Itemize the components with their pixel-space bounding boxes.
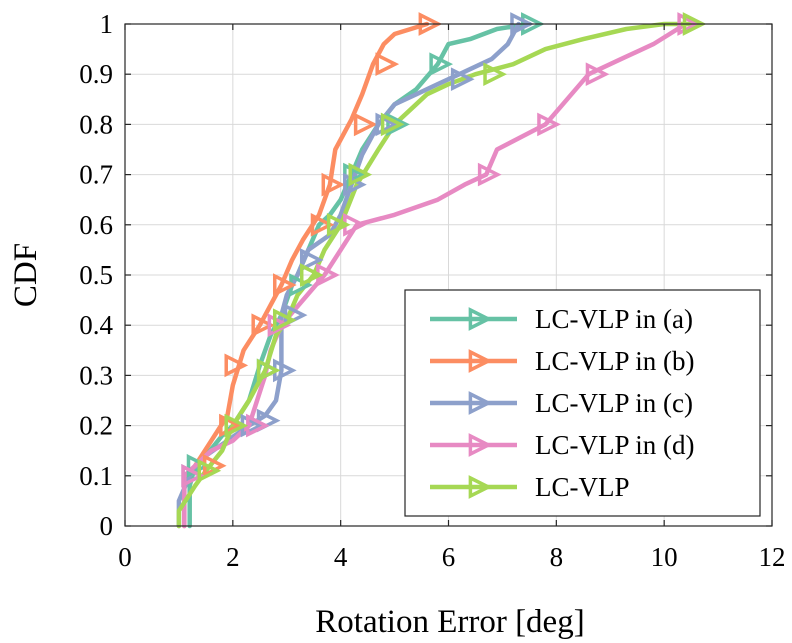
- legend-label: LC-VLP in (b): [535, 346, 694, 376]
- series-marker-4: [181, 463, 206, 488]
- series-marker-5: [256, 358, 281, 383]
- y-axis-label: CDF: [8, 243, 44, 307]
- x-axis-label: Rotation Error [deg]: [315, 604, 584, 640]
- y-tick-label: 0.7: [79, 160, 113, 190]
- series-marker-5: [348, 162, 373, 187]
- legend-label: LC-VLP: [535, 472, 630, 502]
- legend-swatch-marker: [468, 475, 493, 499]
- series-marker-5: [326, 212, 351, 237]
- series-marker-4: [267, 313, 292, 338]
- series-marker-3: [450, 67, 475, 92]
- legend-label: LC-VLP in (d): [535, 430, 694, 460]
- series-marker-2: [375, 52, 400, 76]
- y-tick-label: 0.2: [79, 411, 113, 441]
- x-tick-label: 6: [442, 542, 456, 572]
- series-marker-3: [299, 248, 324, 272]
- series-marker-5: [299, 263, 324, 287]
- series-marker-2: [321, 172, 346, 197]
- legend-swatch-marker: [468, 307, 493, 331]
- x-tick-label: 2: [226, 542, 240, 572]
- legend-swatch-marker: [468, 433, 493, 457]
- legend-swatch-marker: [468, 349, 493, 373]
- x-tick-labels: 0 2 4 6 8 10 12: [118, 542, 785, 572]
- x-tick-label: 12: [759, 542, 786, 572]
- y-tick-label: 0.8: [79, 109, 113, 139]
- series-marker-2: [224, 353, 249, 378]
- series-marker-2: [310, 212, 335, 237]
- legend-label: LC-VLP in (a): [535, 304, 693, 334]
- series-marker-5: [197, 458, 222, 483]
- y-tick-label: 1: [100, 9, 114, 39]
- series-marker-2: [353, 112, 378, 137]
- series-marker-4: [537, 112, 561, 137]
- x-tick-label: 8: [550, 542, 564, 572]
- axis-ticks: [124, 23, 773, 527]
- y-tick-label: 0: [100, 511, 114, 541]
- x-tick-label: 0: [118, 542, 132, 572]
- y-tick-label: 0.3: [79, 360, 113, 390]
- series-marker-2: [251, 313, 276, 338]
- y-tick-label: 0.9: [79, 59, 113, 89]
- y-tick-label: 0.1: [79, 461, 113, 491]
- x-tick-label: 4: [334, 542, 348, 572]
- series-marker-1: [386, 112, 410, 137]
- series-marker-5: [224, 413, 249, 438]
- series-marker-5: [380, 112, 405, 137]
- series-marker-5: [483, 62, 507, 87]
- series-marker-2: [219, 413, 243, 438]
- series-line-4: [182, 21, 688, 529]
- legend: LC-VLP in (a) LC-VLP in (b) LC-VLP in (c) L…: [404, 289, 761, 517]
- y-tick-label: 0.5: [79, 260, 113, 290]
- series-marker-4: [585, 62, 610, 87]
- series-marker-3: [375, 112, 400, 137]
- series-marker-2: [273, 273, 297, 297]
- series-marker-5: [273, 308, 297, 333]
- grid-lines: [125, 24, 772, 526]
- y-tick-label: 0.6: [79, 210, 113, 240]
- y-tick-labels: 0 0.1 0.2 0.3 0.4 0.5 0.6 0.7 0.8 0.9 1: [79, 9, 113, 541]
- series-marker-1: [429, 52, 454, 76]
- y-tick-label: 0.4: [79, 310, 113, 340]
- legend-swatch-marker: [468, 391, 493, 415]
- series-line-5: [176, 21, 694, 529]
- series-marker-1: [186, 453, 211, 478]
- x-tick-label: 10: [651, 542, 678, 572]
- series-marker-4: [477, 162, 502, 187]
- legend-label: LC-VLP in (c): [535, 388, 693, 418]
